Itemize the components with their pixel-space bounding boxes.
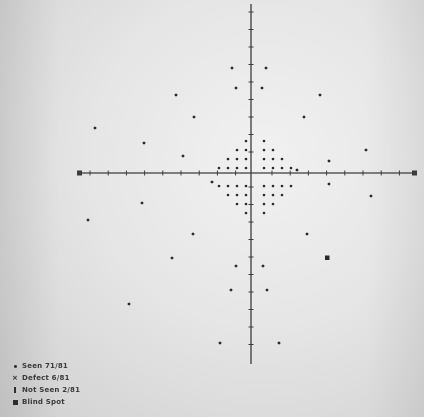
test-point xyxy=(235,148,239,152)
test-point xyxy=(280,166,284,170)
test-point xyxy=(235,193,239,197)
test-point xyxy=(244,202,248,206)
crosshair-axes xyxy=(77,4,417,364)
test-point xyxy=(280,184,284,188)
test-point xyxy=(289,166,293,170)
test-point xyxy=(280,193,284,197)
test-point xyxy=(235,157,239,161)
test-point xyxy=(244,148,248,152)
test-point xyxy=(174,93,178,97)
legend-row-not-seen: Not Seen 2/81 xyxy=(10,384,150,396)
test-point xyxy=(262,202,266,206)
legend-label-seen: Seen 71/81 xyxy=(22,362,68,370)
test-point xyxy=(271,202,275,206)
test-point xyxy=(289,184,293,188)
test-point xyxy=(229,288,233,292)
legend-label-defect: Defect 6/81 xyxy=(22,374,70,382)
legend-label-blind-spot: Blind Spot xyxy=(22,398,65,406)
test-point xyxy=(262,184,266,188)
test-point xyxy=(226,157,230,161)
test-point xyxy=(86,218,90,222)
blind-spot-marker xyxy=(325,255,330,260)
test-point xyxy=(262,157,266,161)
axis-end-marker-left xyxy=(77,170,82,176)
test-point xyxy=(235,184,239,188)
axis-ticks xyxy=(89,11,400,345)
test-point xyxy=(93,126,97,130)
test-point xyxy=(327,159,331,163)
test-point xyxy=(295,168,299,172)
test-point xyxy=(260,86,264,90)
test-point xyxy=(181,154,185,158)
test-point xyxy=(262,148,266,152)
test-point xyxy=(244,184,248,188)
test-point xyxy=(230,66,234,70)
test-point xyxy=(234,86,238,90)
test-point xyxy=(364,148,368,152)
test-point xyxy=(226,193,230,197)
legend-row-defect: × Defect 6/81 xyxy=(10,372,150,384)
test-point xyxy=(271,166,275,170)
test-point xyxy=(234,264,238,268)
legend: Seen 71/81 × Defect 6/81 Not Seen 2/81 B… xyxy=(10,360,150,408)
test-point xyxy=(244,193,248,197)
test-point xyxy=(305,232,309,236)
test-point xyxy=(142,141,146,145)
test-point xyxy=(271,148,275,152)
test-point xyxy=(318,93,322,97)
test-point xyxy=(226,184,230,188)
test-point xyxy=(244,157,248,161)
square-icon xyxy=(10,399,20,405)
test-point xyxy=(191,232,195,236)
test-point xyxy=(235,166,239,170)
bar-icon xyxy=(10,387,20,393)
test-point xyxy=(302,115,306,119)
x-icon: × xyxy=(11,373,19,382)
test-point xyxy=(226,166,230,170)
test-point xyxy=(277,341,281,345)
dot-icon xyxy=(10,364,20,368)
test-point xyxy=(244,139,248,143)
test-point xyxy=(210,180,214,184)
test-point xyxy=(327,182,331,186)
test-point xyxy=(261,264,265,268)
legend-row-blind-spot: Blind Spot xyxy=(10,396,150,408)
test-point xyxy=(265,288,269,292)
test-point xyxy=(262,211,266,215)
test-point xyxy=(217,184,221,188)
test-points xyxy=(86,66,373,345)
test-point xyxy=(140,201,144,205)
test-point xyxy=(264,66,268,70)
test-point xyxy=(244,211,248,215)
test-point xyxy=(127,302,131,306)
test-point xyxy=(192,115,196,119)
test-point xyxy=(262,193,266,197)
test-point xyxy=(369,194,373,198)
test-point xyxy=(271,193,275,197)
test-point xyxy=(218,341,222,345)
legend-row-seen: Seen 71/81 xyxy=(10,360,150,372)
test-point xyxy=(262,166,266,170)
test-point xyxy=(244,166,248,170)
test-point xyxy=(217,166,221,170)
axis-end-marker-right xyxy=(412,170,417,176)
test-point xyxy=(271,184,275,188)
test-point xyxy=(235,202,239,206)
test-point xyxy=(262,139,266,143)
test-point xyxy=(170,256,174,260)
test-point xyxy=(280,157,284,161)
legend-label-not-seen: Not Seen 2/81 xyxy=(22,386,81,394)
test-point xyxy=(271,157,275,161)
